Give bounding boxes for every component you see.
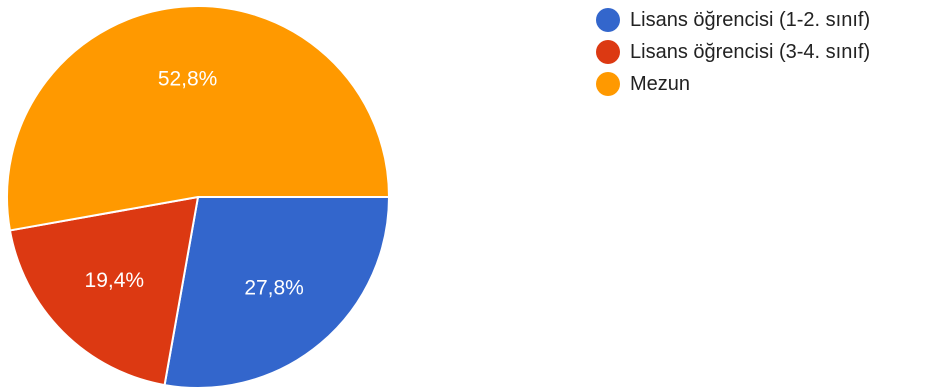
legend-item-mezun[interactable]: Mezun: [596, 68, 870, 100]
legend: Lisans öğrencisi (1-2. sınıf) Lisans öğr…: [596, 4, 870, 100]
legend-item-lisans-1-2[interactable]: Lisans öğrencisi (1-2. sınıf): [596, 4, 870, 36]
legend-label: Lisans öğrencisi (1-2. sınıf): [630, 8, 871, 31]
pie-slice-1[interactable]: [8, 196, 199, 387]
legend-swatch-lisans-3-4: [596, 40, 620, 64]
slice-labels: 27,8% 19,4% 52,8%: [85, 68, 304, 300]
pie-slices: [6, 5, 390, 389]
legend-swatch-lisans-1-2: [596, 8, 620, 32]
pie-slice-2[interactable]: [6, 5, 390, 232]
slice-label-1: 19,4%: [85, 269, 145, 292]
slice-label-0: 27,8%: [244, 276, 304, 299]
legend-swatch-mezun: [596, 72, 620, 96]
slice-label-2: 52,8%: [158, 68, 218, 91]
pie-slice-0[interactable]: [163, 196, 390, 389]
legend-item-lisans-3-4[interactable]: Lisans öğrencisi (3-4. sınıf): [596, 36, 870, 68]
pie-chart: 27,8% 19,4% 52,8%: [6, 5, 390, 389]
legend-label: Lisans öğrencisi (3-4. sınıf): [630, 40, 871, 63]
legend-label: Mezun: [630, 72, 691, 95]
